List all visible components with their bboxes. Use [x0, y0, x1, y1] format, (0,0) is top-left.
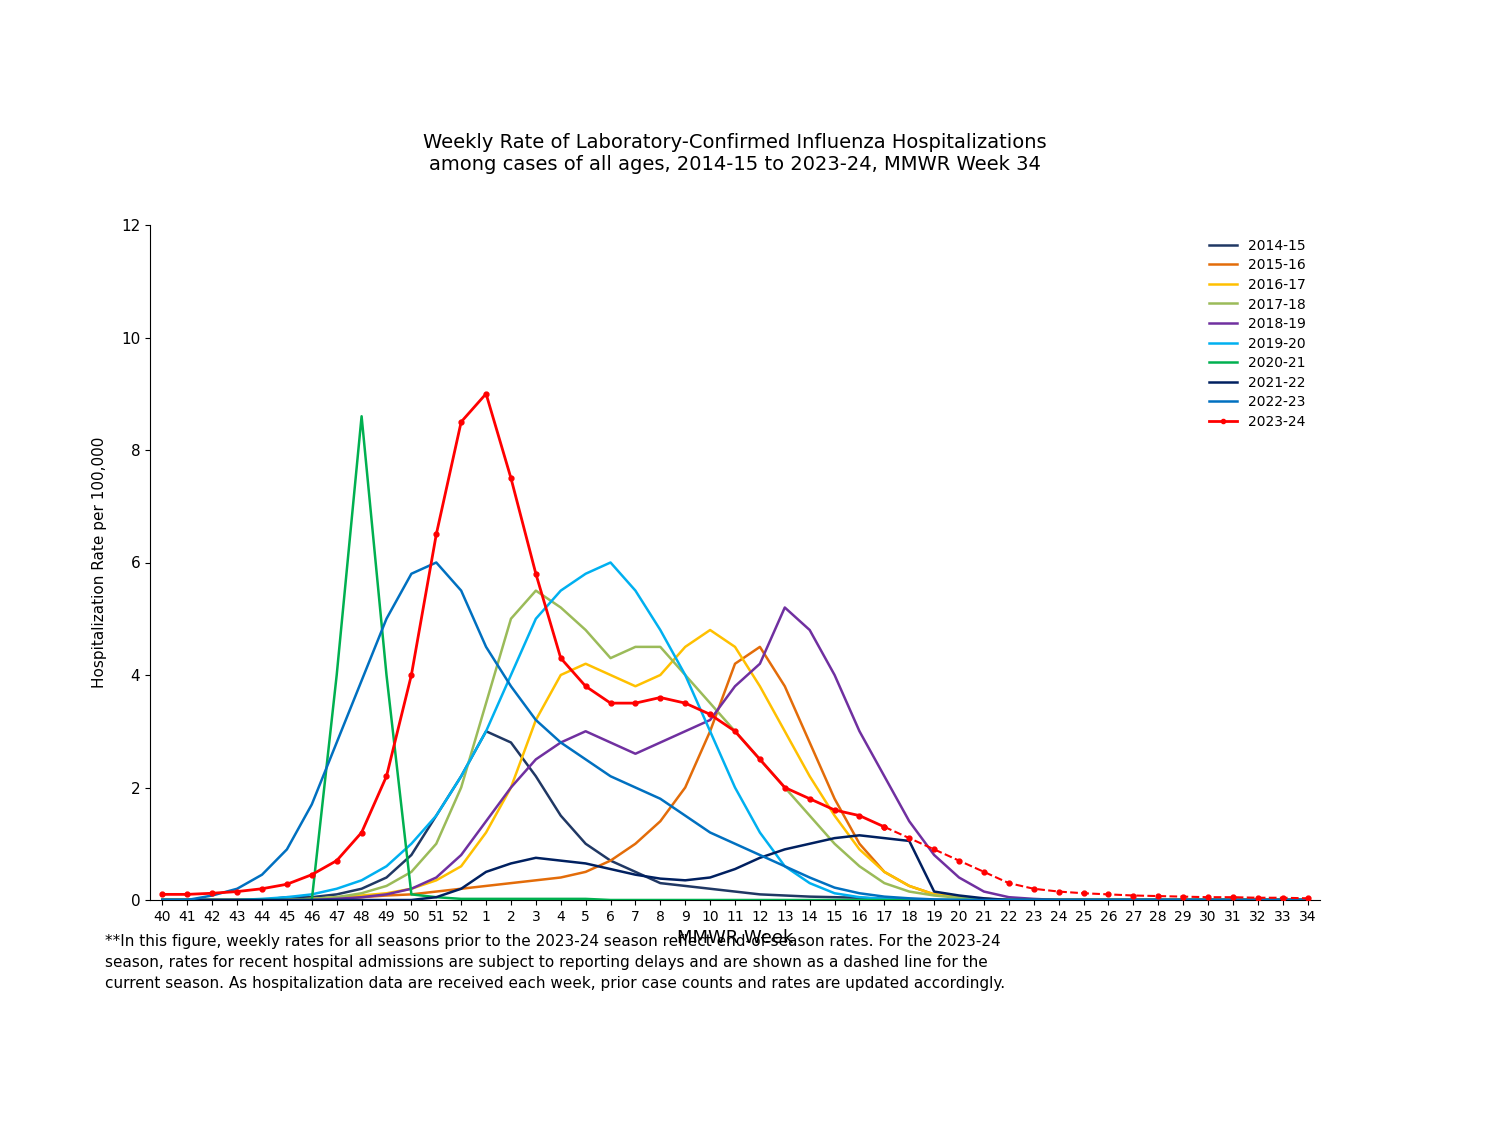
Y-axis label: Hospitalization Rate per 100,000: Hospitalization Rate per 100,000 — [92, 436, 106, 688]
X-axis label: MMWR Week: MMWR Week — [676, 929, 794, 947]
Text: Weekly Rate of Laboratory-Confirmed Influenza Hospitalizations
among cases of al: Weekly Rate of Laboratory-Confirmed Infl… — [423, 134, 1047, 174]
Text: **In this figure, weekly rates for all seasons prior to the 2023-24 season refle: **In this figure, weekly rates for all s… — [105, 934, 1005, 991]
Legend: 2014-15, 2015-16, 2016-17, 2017-18, 2018-19, 2019-20, 2020-21, 2021-22, 2022-23,: 2014-15, 2015-16, 2016-17, 2017-18, 2018… — [1203, 232, 1312, 435]
